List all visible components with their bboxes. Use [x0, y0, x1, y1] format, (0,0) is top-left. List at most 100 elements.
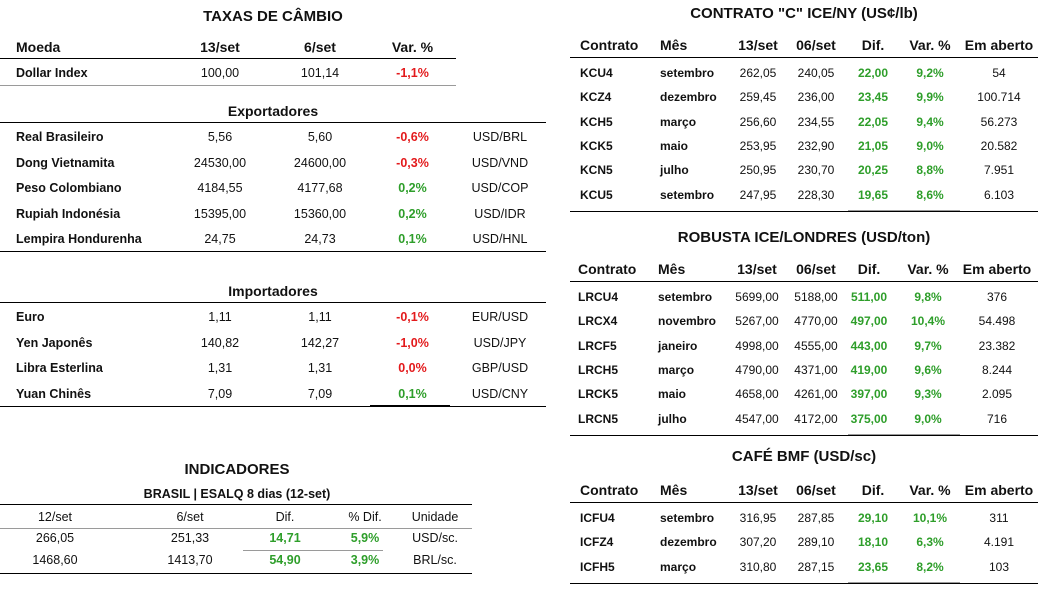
- currency-row: Peso Colombiano 4184,55 4177,68 0,2% USD/COP: [0, 176, 546, 200]
- futures-cell: 8,8%: [916, 163, 944, 178]
- importadores-title: Importadores: [228, 283, 318, 299]
- futures-cell: 262,05: [739, 66, 777, 80]
- var-percent: 0,2%: [398, 181, 427, 195]
- futures-cell: 287,15: [797, 559, 835, 574]
- currency-pair: USD/CNY: [471, 386, 529, 401]
- futures-cell: 4998,00: [735, 338, 779, 353]
- futures-cell: 19,65: [857, 187, 889, 202]
- indicadores-cell: 1413,70: [167, 553, 213, 567]
- futures-cell: julho: [660, 163, 689, 178]
- futures-cell: 22,05: [857, 114, 889, 129]
- currency-pair: EUR/USD: [471, 310, 529, 324]
- contrato-c-title: CONTRATO "C" ICE/NY (US¢/lb): [690, 5, 918, 22]
- var-percent: 0,1%: [398, 386, 427, 401]
- bmf-title: CAFÉ BMF (USD/sc): [731, 448, 877, 465]
- currency-name: Dollar Index: [16, 66, 88, 80]
- section-divider: [0, 302, 546, 303]
- futures-cell: 8,2%: [916, 559, 944, 574]
- futures-cell: setembro: [660, 187, 715, 202]
- futures-cell: 4555,00: [794, 338, 838, 353]
- futures-cell: 6.103: [983, 187, 1015, 202]
- indicadores-cell: 266,05: [35, 531, 75, 545]
- futures-cell: LRCH5: [578, 362, 619, 377]
- value-13set: 100,00: [200, 66, 240, 80]
- futures-green-underline: [848, 433, 960, 435]
- futures-col-header: Dif.: [857, 261, 881, 277]
- futures-cell: 236,00: [797, 90, 835, 105]
- currency-name: Rupiah Indonésia: [16, 206, 121, 221]
- robusta-title: ROBUSTA ICE/LONDRES (USD/ton): [677, 229, 931, 246]
- var-percent: -1,0%: [396, 335, 429, 350]
- futures-bottom-divider: [570, 582, 1038, 584]
- futures-col-header: Contrato: [580, 482, 639, 498]
- currency-name: Real Brasileiro: [16, 130, 104, 144]
- var-percent: -0,6%: [396, 130, 429, 144]
- futures-cell: 310,80: [739, 559, 777, 574]
- indicadores-row-divider: [243, 550, 383, 551]
- col-header-13set: 13/set: [200, 39, 240, 55]
- futures-cell: 307,20: [739, 535, 777, 550]
- value-13set: 1,31: [207, 361, 233, 375]
- currency-pair: USD/COP: [471, 181, 529, 195]
- futures-cell: 23,45: [857, 90, 889, 105]
- futures-green-underline: [848, 209, 960, 211]
- var-percent: 0,2%: [398, 206, 427, 221]
- var-percent: 0,1%: [398, 232, 427, 246]
- col-header-6set: 6/set: [304, 39, 336, 55]
- value-6set: 1,31: [307, 361, 333, 375]
- futures-cell: 9,0%: [914, 411, 942, 426]
- futures-cell: 4790,00: [735, 362, 779, 377]
- futures-cell: 5267,00: [735, 314, 779, 329]
- futures-cell: 4172,00: [794, 411, 838, 426]
- futures-cell: 23.382: [978, 338, 1016, 353]
- futures-cell: ICFU4: [580, 511, 615, 525]
- value-6set: 1,11: [308, 310, 332, 324]
- col-header-var: Var. %: [391, 39, 434, 55]
- taxas-title: TAXAS DE CÂMBIO: [203, 8, 343, 25]
- futures-cell: 22,00: [857, 66, 889, 80]
- indicadores-cell: USD/sc.: [412, 531, 458, 545]
- futures-cell: LRCN5: [578, 411, 619, 426]
- futures-cell: setembro: [660, 511, 715, 525]
- futures-col-header: Dif.: [861, 37, 885, 53]
- futures-cell: dezembro: [660, 535, 717, 550]
- futures-col-header: Em aberto: [962, 261, 1032, 277]
- futures-cell: 103: [988, 559, 1010, 574]
- futures-cell: 316,95: [739, 511, 777, 525]
- currency-row: Yen Japonês 140,82 142,27 -1,0% USD/JPY: [0, 331, 546, 355]
- value-6set: 15360,00: [293, 206, 347, 221]
- section-divider: [0, 122, 546, 123]
- futures-cell: 5188,00: [794, 290, 838, 304]
- futures-cell: 4371,00: [794, 362, 838, 377]
- futures-cell: julho: [658, 411, 687, 426]
- indicadores-col-header: % Dif.: [348, 510, 382, 524]
- currency-name: Libra Esterlina: [16, 361, 103, 375]
- futures-cell: 9,3%: [914, 387, 942, 402]
- value-13set: 24,75: [204, 232, 236, 246]
- value-13set: 15395,00: [193, 206, 247, 221]
- futures-cell: 21,05: [857, 138, 889, 153]
- section-divider: [0, 251, 546, 252]
- futures-cell: LRCU4: [578, 290, 619, 304]
- futures-cell: KCH5: [580, 114, 613, 129]
- futures-cell: dezembro: [660, 90, 717, 105]
- value-6set: 101,14: [300, 66, 340, 80]
- indicadores-col-header: 12/set: [37, 510, 73, 524]
- futures-cell: 716: [986, 411, 1008, 426]
- futures-cell: 253,95: [739, 138, 777, 153]
- futures-col-header: Mês: [660, 37, 688, 53]
- futures-header-divider: [570, 502, 1038, 503]
- currency-row: Euro 1,11 1,11 -0,1% EUR/USD: [0, 305, 546, 329]
- futures-cell: KCN5: [580, 163, 613, 178]
- section-divider: [0, 406, 546, 407]
- indicadores-col-header: Unidade: [411, 510, 459, 524]
- futures-cell: 232,90: [797, 138, 835, 153]
- currency-pair: USD/BRL: [472, 130, 528, 144]
- futures-col-header: Em aberto: [964, 37, 1034, 53]
- value-13set: 7,09: [207, 386, 233, 401]
- futures-header-divider: [570, 57, 1038, 58]
- futures-cell: janeiro: [658, 338, 698, 353]
- futures-cell: 5699,00: [735, 290, 779, 304]
- futures-cell: setembro: [660, 66, 715, 80]
- futures-col-header: 13/set: [737, 261, 777, 277]
